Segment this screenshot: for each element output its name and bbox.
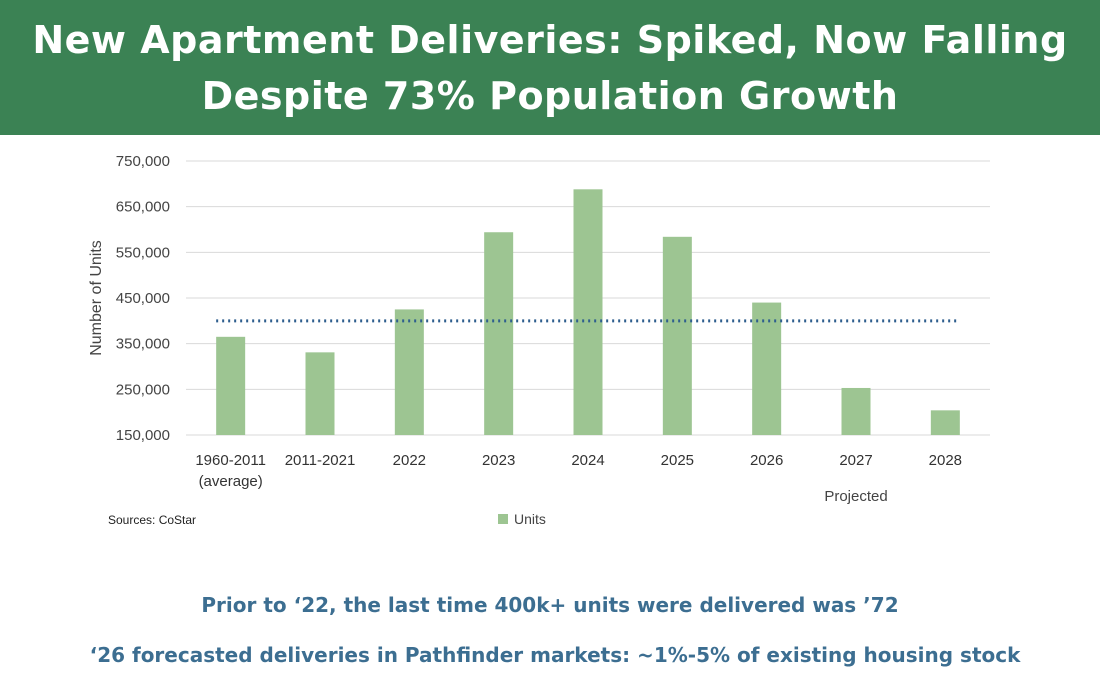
- bar: [930, 410, 960, 435]
- bar: [841, 387, 871, 435]
- bar: [394, 309, 424, 435]
- x-tick-label: 2024: [571, 452, 604, 469]
- x-tick-label: 2026: [750, 452, 783, 469]
- x-tick-label-line: 2025: [661, 452, 694, 469]
- y-axis-label: Number of Units: [88, 240, 105, 356]
- x-tick-label-line: 2011-2021: [285, 452, 356, 469]
- x-tick-label: 2025: [661, 452, 694, 469]
- legend-label: Units: [514, 511, 546, 527]
- x-tick-label-line: 2026: [750, 452, 783, 469]
- y-tick-label: 250,000: [116, 381, 170, 398]
- title-banner: New Apartment Deliveries: Spiked, Now Fa…: [0, 0, 1100, 135]
- x-tick-label: 2011-2021: [285, 452, 356, 469]
- bar: [216, 336, 246, 435]
- x-tick-label: 2023: [482, 452, 515, 469]
- legend: Units: [498, 511, 546, 527]
- projected-annotation: Projected: [824, 488, 887, 505]
- x-tick-label-line: 2022: [393, 452, 426, 469]
- x-tick-label-line: 2023: [482, 452, 515, 469]
- footnote-2: ‘26 forecasted deliveries in Pathfinder …: [89, 643, 1021, 667]
- y-tick-label: 150,000: [116, 427, 170, 444]
- y-tick-label: 450,000: [116, 290, 170, 307]
- bar: [573, 189, 603, 435]
- x-tick-label-line: (average): [199, 473, 263, 490]
- x-tick-label: 2028: [929, 452, 962, 469]
- title-line-2: Despite 73% Population Growth: [201, 73, 899, 118]
- x-tick-label-line: 2024: [571, 452, 604, 469]
- footnote-1: Prior to ‘22, the last time 400k+ units …: [201, 593, 899, 617]
- x-tick-label-line: 2027: [839, 452, 872, 469]
- legend-swatch: [498, 514, 508, 524]
- bar: [752, 302, 782, 435]
- source-note: Sources: CoStar: [108, 513, 197, 527]
- y-tick-label: 350,000: [116, 336, 170, 353]
- y-tick-label: 650,000: [116, 199, 170, 216]
- title-line-1: New Apartment Deliveries: Spiked, Now Fa…: [32, 17, 1068, 62]
- bar: [662, 236, 692, 435]
- x-tick-label-line: 2028: [929, 452, 962, 469]
- x-tick-label-line: 1960-2011: [195, 452, 266, 469]
- y-tick-label: 550,000: [116, 244, 170, 261]
- x-tick-label: 1960-2011 (average): [195, 452, 266, 490]
- x-tick-label: 2027: [839, 452, 872, 469]
- bar: [305, 352, 335, 435]
- y-tick-label: 750,000: [116, 153, 170, 170]
- x-tick-label: 2022: [393, 452, 426, 469]
- bar: [484, 232, 514, 435]
- bar-chart: 150,000 250,000 350,000 450,000 550,000 650,0…: [88, 153, 990, 505]
